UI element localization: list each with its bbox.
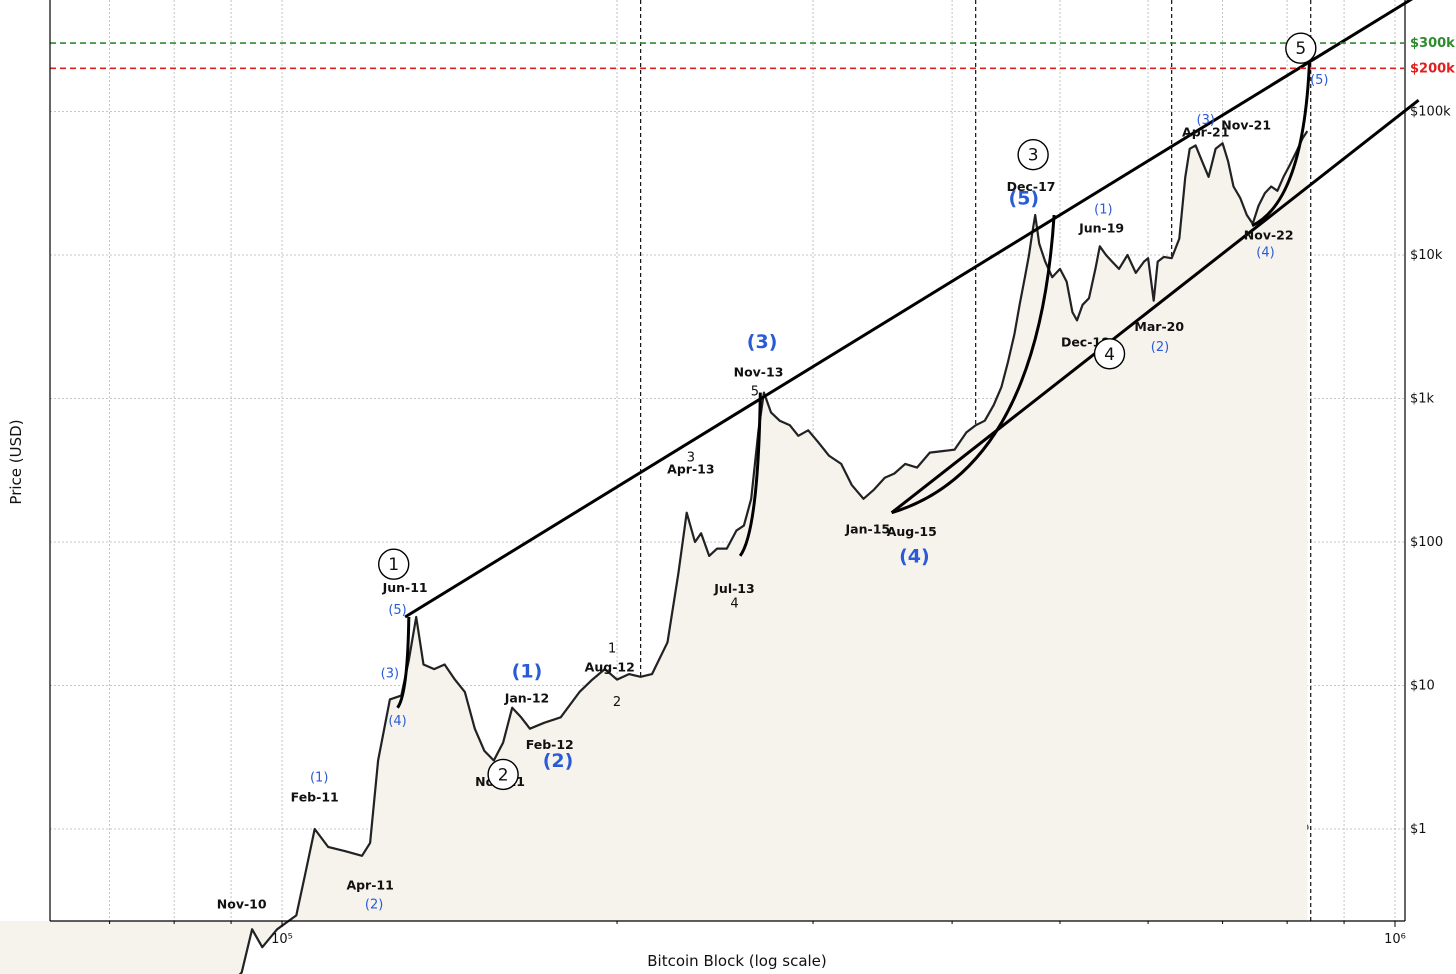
date-label: Jan-12 [504, 691, 550, 706]
axis-ticks: 10⁵10⁶0$1$10$100$1k$10k$100k [109, 105, 1451, 947]
sub-wave-label: (2) [1151, 340, 1169, 355]
date-label: Feb-12 [526, 737, 574, 752]
date-label: Aug-15 [887, 524, 937, 539]
trend-line [404, 0, 1414, 619]
wave-circle [1093, 338, 1126, 370]
wave-circle [487, 758, 519, 791]
sub-wave-label: (5) [1310, 73, 1328, 88]
y-tick-label: $100k [1410, 105, 1451, 120]
wave-curve [396, 617, 411, 709]
date-label: Mar-20 [1134, 319, 1184, 334]
plot-frame [49, 0, 1406, 922]
wave-label: (3) [747, 331, 778, 353]
date-label: Feb-11 [291, 790, 339, 805]
minor-wave-label: 5 [751, 384, 759, 399]
wave-circle-number: 1 [388, 555, 399, 575]
x-tick-label: 10⁵ [271, 932, 293, 947]
minor-wave-label: 2 [613, 695, 621, 710]
wave-circle-number: 3 [1028, 146, 1039, 166]
date-label: Aug-12 [585, 660, 635, 675]
wave-label: (2) [543, 750, 574, 772]
annotations: Nov-10Feb-11Apr-11Jun-11Nov-11Jan-12Feb-… [217, 32, 1328, 912]
y-tick-label: $10k [1410, 248, 1443, 263]
reference-label: $300k [1410, 36, 1455, 51]
price-line [238, 130, 1309, 974]
date-label: Apr-21 [1182, 124, 1229, 139]
y-tick-label: $1k [1410, 392, 1435, 407]
wave-curve [891, 214, 1056, 515]
sub-wave-label: (2) [365, 897, 383, 912]
wave-circle-number: 4 [1104, 345, 1115, 365]
reference-levels: $300k $200k [50, 36, 1455, 76]
sub-wave-label: (5) [388, 603, 406, 618]
wave-curve [738, 392, 762, 557]
date-label: Nov-22 [1244, 228, 1294, 243]
date-label: Apr-11 [346, 877, 393, 892]
y-tick-label: $1 [1410, 822, 1427, 837]
wave-circle [378, 548, 410, 580]
date-label: Jun-19 [1078, 220, 1124, 235]
date-label: Jan-15 [845, 521, 891, 536]
wave-circle-number: 2 [498, 765, 509, 785]
sub-wave-label: (4) [1256, 245, 1274, 260]
sub-wave-label: (3) [1197, 113, 1215, 128]
price-series-layer [0, 130, 1309, 974]
sub-wave-label: (1) [1094, 202, 1112, 217]
y-tick-label: $100 [1410, 535, 1443, 550]
reference-label: $200k [1410, 61, 1455, 76]
date-label: Nov-21 [1221, 117, 1271, 132]
y-tick-label: $10 [1410, 679, 1435, 694]
date-label: Jul-13 [713, 581, 754, 596]
x-axis-title: Bitcoin Block (log scale) [647, 952, 827, 970]
minor-wave-label: 4 [730, 596, 738, 611]
sub-wave-label: (4) [388, 714, 406, 729]
sub-wave-label: (3) [381, 666, 399, 681]
y-axis-title: Price (USD) [7, 419, 25, 504]
date-label: Nov-13 [734, 365, 784, 380]
date-label: Apr-13 [667, 462, 714, 477]
date-label: Jun-11 [382, 580, 428, 595]
trend-line [890, 98, 1420, 514]
date-label: Dec-17 [1007, 179, 1056, 194]
wave-circle [1017, 138, 1049, 171]
wave-curve [1251, 59, 1312, 228]
wave-circle [1285, 32, 1317, 64]
date-label: Nov-10 [217, 896, 267, 911]
sub-wave-label: (1) [310, 770, 328, 785]
x-tick-label: 10⁶ [1384, 932, 1406, 947]
minor-wave-label: 1 [608, 641, 616, 656]
wave-circle-number: 5 [1295, 39, 1306, 59]
wave-label: (5) [1009, 187, 1040, 209]
trend-lines [396, 0, 1420, 709]
price-area [0, 131, 1308, 974]
wave-label: (1) [512, 660, 543, 682]
minor-wave-label: 3 [687, 450, 695, 465]
wave-label: (4) [899, 545, 930, 567]
